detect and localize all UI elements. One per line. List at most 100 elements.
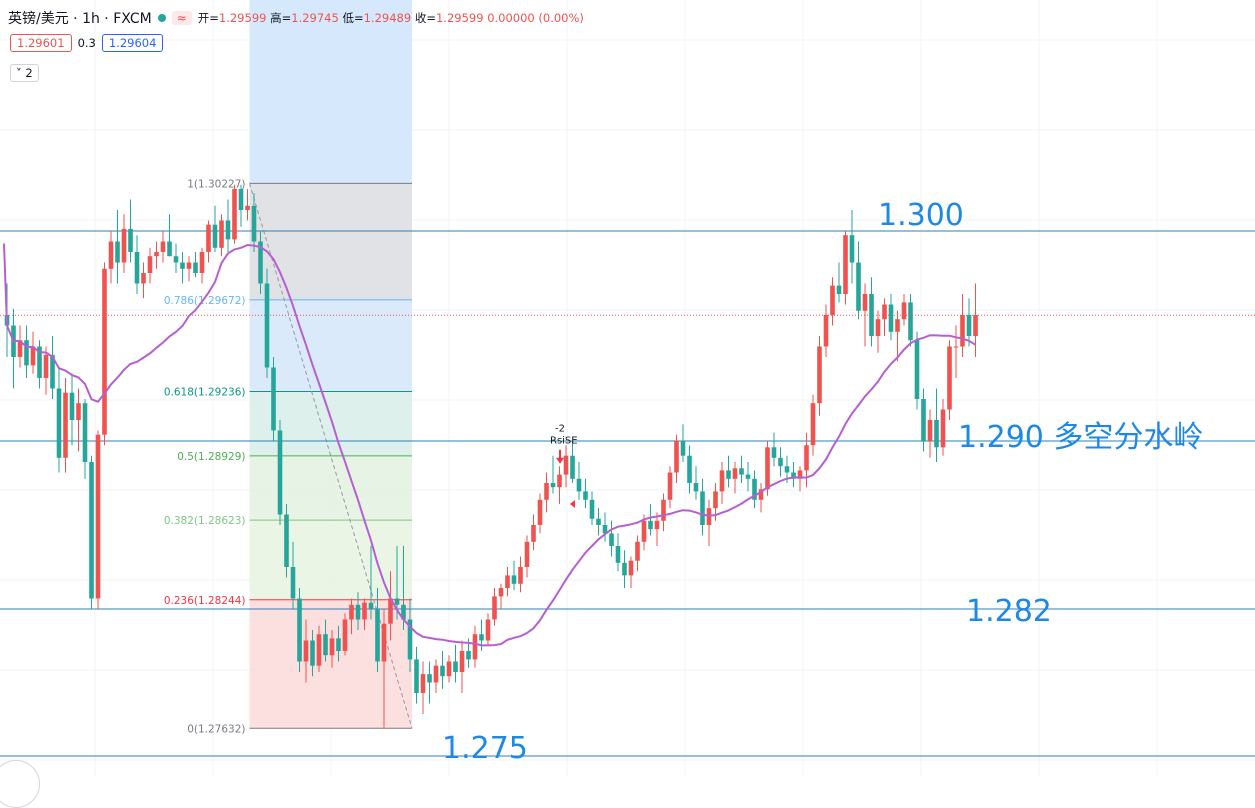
- candle-body: [901, 302, 907, 320]
- fib-zone-1: [249, 183, 412, 300]
- candle-body: [791, 472, 796, 479]
- candle-body: [50, 354, 55, 389]
- candle-body: [225, 220, 231, 240]
- candle-body: [290, 567, 296, 599]
- candle-body: [381, 623, 387, 662]
- candle-body: [921, 399, 926, 441]
- candle-body: [199, 252, 205, 273]
- candle-body: [960, 315, 965, 347]
- fib-trend-line: [249, 183, 413, 729]
- candle-body: [173, 256, 179, 263]
- candle-body: [531, 525, 536, 542]
- candle-body: [518, 567, 523, 584]
- candle-body: [17, 340, 23, 357]
- symbol-title[interactable]: 英镑/美元 · 1h · FXCM: [8, 11, 152, 27]
- candle-body: [485, 619, 491, 641]
- price-annotation: 1.300: [878, 198, 964, 233]
- indicators-toggle[interactable]: ˅ 2: [10, 64, 39, 82]
- candle-body: [622, 562, 627, 576]
- candle-body: [375, 609, 380, 662]
- candle-body: [284, 514, 289, 567]
- fib-level-label: 0.786(1.29672): [164, 295, 246, 307]
- candle-body: [966, 315, 972, 336]
- candle-body: [30, 346, 36, 366]
- fib-zone-0.618: [249, 391, 412, 456]
- candle-body: [823, 315, 829, 347]
- candle-body: [973, 315, 978, 336]
- candle-body: [310, 640, 315, 666]
- wave-icon[interactable]: ≈: [171, 11, 192, 25]
- candle-body: [206, 224, 211, 252]
- signal-label: -2: [555, 424, 565, 435]
- candle-body: [739, 468, 744, 475]
- price-annotation: 1.275: [442, 731, 528, 766]
- candle-body: [765, 447, 770, 490]
- sell-button[interactable]: 1.29601: [10, 34, 72, 52]
- candle-body: [401, 604, 406, 620]
- candle-body: [251, 205, 257, 242]
- candle-body: [433, 665, 439, 683]
- candle-body: [440, 665, 445, 677]
- candle-body: [817, 346, 822, 404]
- candle-body: [329, 638, 335, 656]
- candle-body: [154, 252, 159, 257]
- candle-body: [550, 483, 556, 488]
- candle-body: [63, 392, 68, 458]
- buy-button[interactable]: 1.29604: [101, 34, 164, 52]
- candle-body: [277, 430, 283, 515]
- candle-body: [804, 445, 809, 471]
- candle-body: [238, 189, 244, 210]
- candle-body: [245, 205, 250, 210]
- candle-body: [797, 470, 803, 479]
- fib-zone-0.5: [249, 455, 412, 521]
- candle-body: [115, 241, 120, 263]
- candle-body: [212, 224, 218, 248]
- fib-level-label: 0(1.27632): [187, 723, 245, 735]
- signal-flag-icon: [570, 500, 575, 508]
- candle-body: [466, 651, 471, 660]
- candle-body: [752, 478, 757, 500]
- price-chart[interactable]: 1(1.30227) 0.786(1.29672) 0.618(1.29236) 0.…: [0, 0, 1255, 777]
- candle-body: [732, 468, 738, 479]
- candle-body: [355, 604, 361, 620]
- spread-value: 0.3: [77, 36, 96, 50]
- candle-body: [589, 499, 595, 519]
- candle-body: [927, 420, 933, 441]
- candle-body: [368, 602, 374, 609]
- candle-body: [862, 294, 868, 311]
- candle-body: [160, 241, 166, 252]
- candle-body: [121, 228, 127, 263]
- candle-body: [420, 674, 426, 693]
- candle-body: [134, 252, 140, 284]
- candle-body: [56, 388, 62, 458]
- candle-body: [264, 283, 270, 368]
- candle-body: [947, 346, 952, 410]
- candle-body: [186, 262, 192, 269]
- signal-arrow-icon: [556, 449, 564, 464]
- market-status-icon: [157, 14, 166, 22]
- fib-level-label: 0.618(1.29236): [164, 386, 246, 398]
- candle-body: [700, 491, 705, 525]
- candle-body: [193, 262, 198, 273]
- candle-body: [726, 470, 731, 479]
- candle-body: [271, 367, 276, 431]
- candle-body: [771, 447, 777, 458]
- candle-body: [713, 491, 718, 509]
- candle-body: [784, 466, 790, 473]
- fib-zone-top: [249, 0, 412, 184]
- candle-body: [147, 256, 153, 273]
- candle-body: [654, 520, 660, 530]
- scroll-button[interactable]: [0, 760, 40, 808]
- candle-body: [602, 525, 608, 534]
- candle-body: [667, 472, 673, 500]
- candle-body: [661, 499, 666, 521]
- candle-body: [674, 441, 679, 473]
- candle-body: [219, 220, 224, 248]
- candle-body: [394, 598, 400, 605]
- candle-body: [524, 541, 530, 567]
- candle-body: [888, 304, 894, 332]
- candle-body: [37, 346, 42, 378]
- candle-body: [648, 520, 653, 530]
- candle-body: [82, 403, 88, 462]
